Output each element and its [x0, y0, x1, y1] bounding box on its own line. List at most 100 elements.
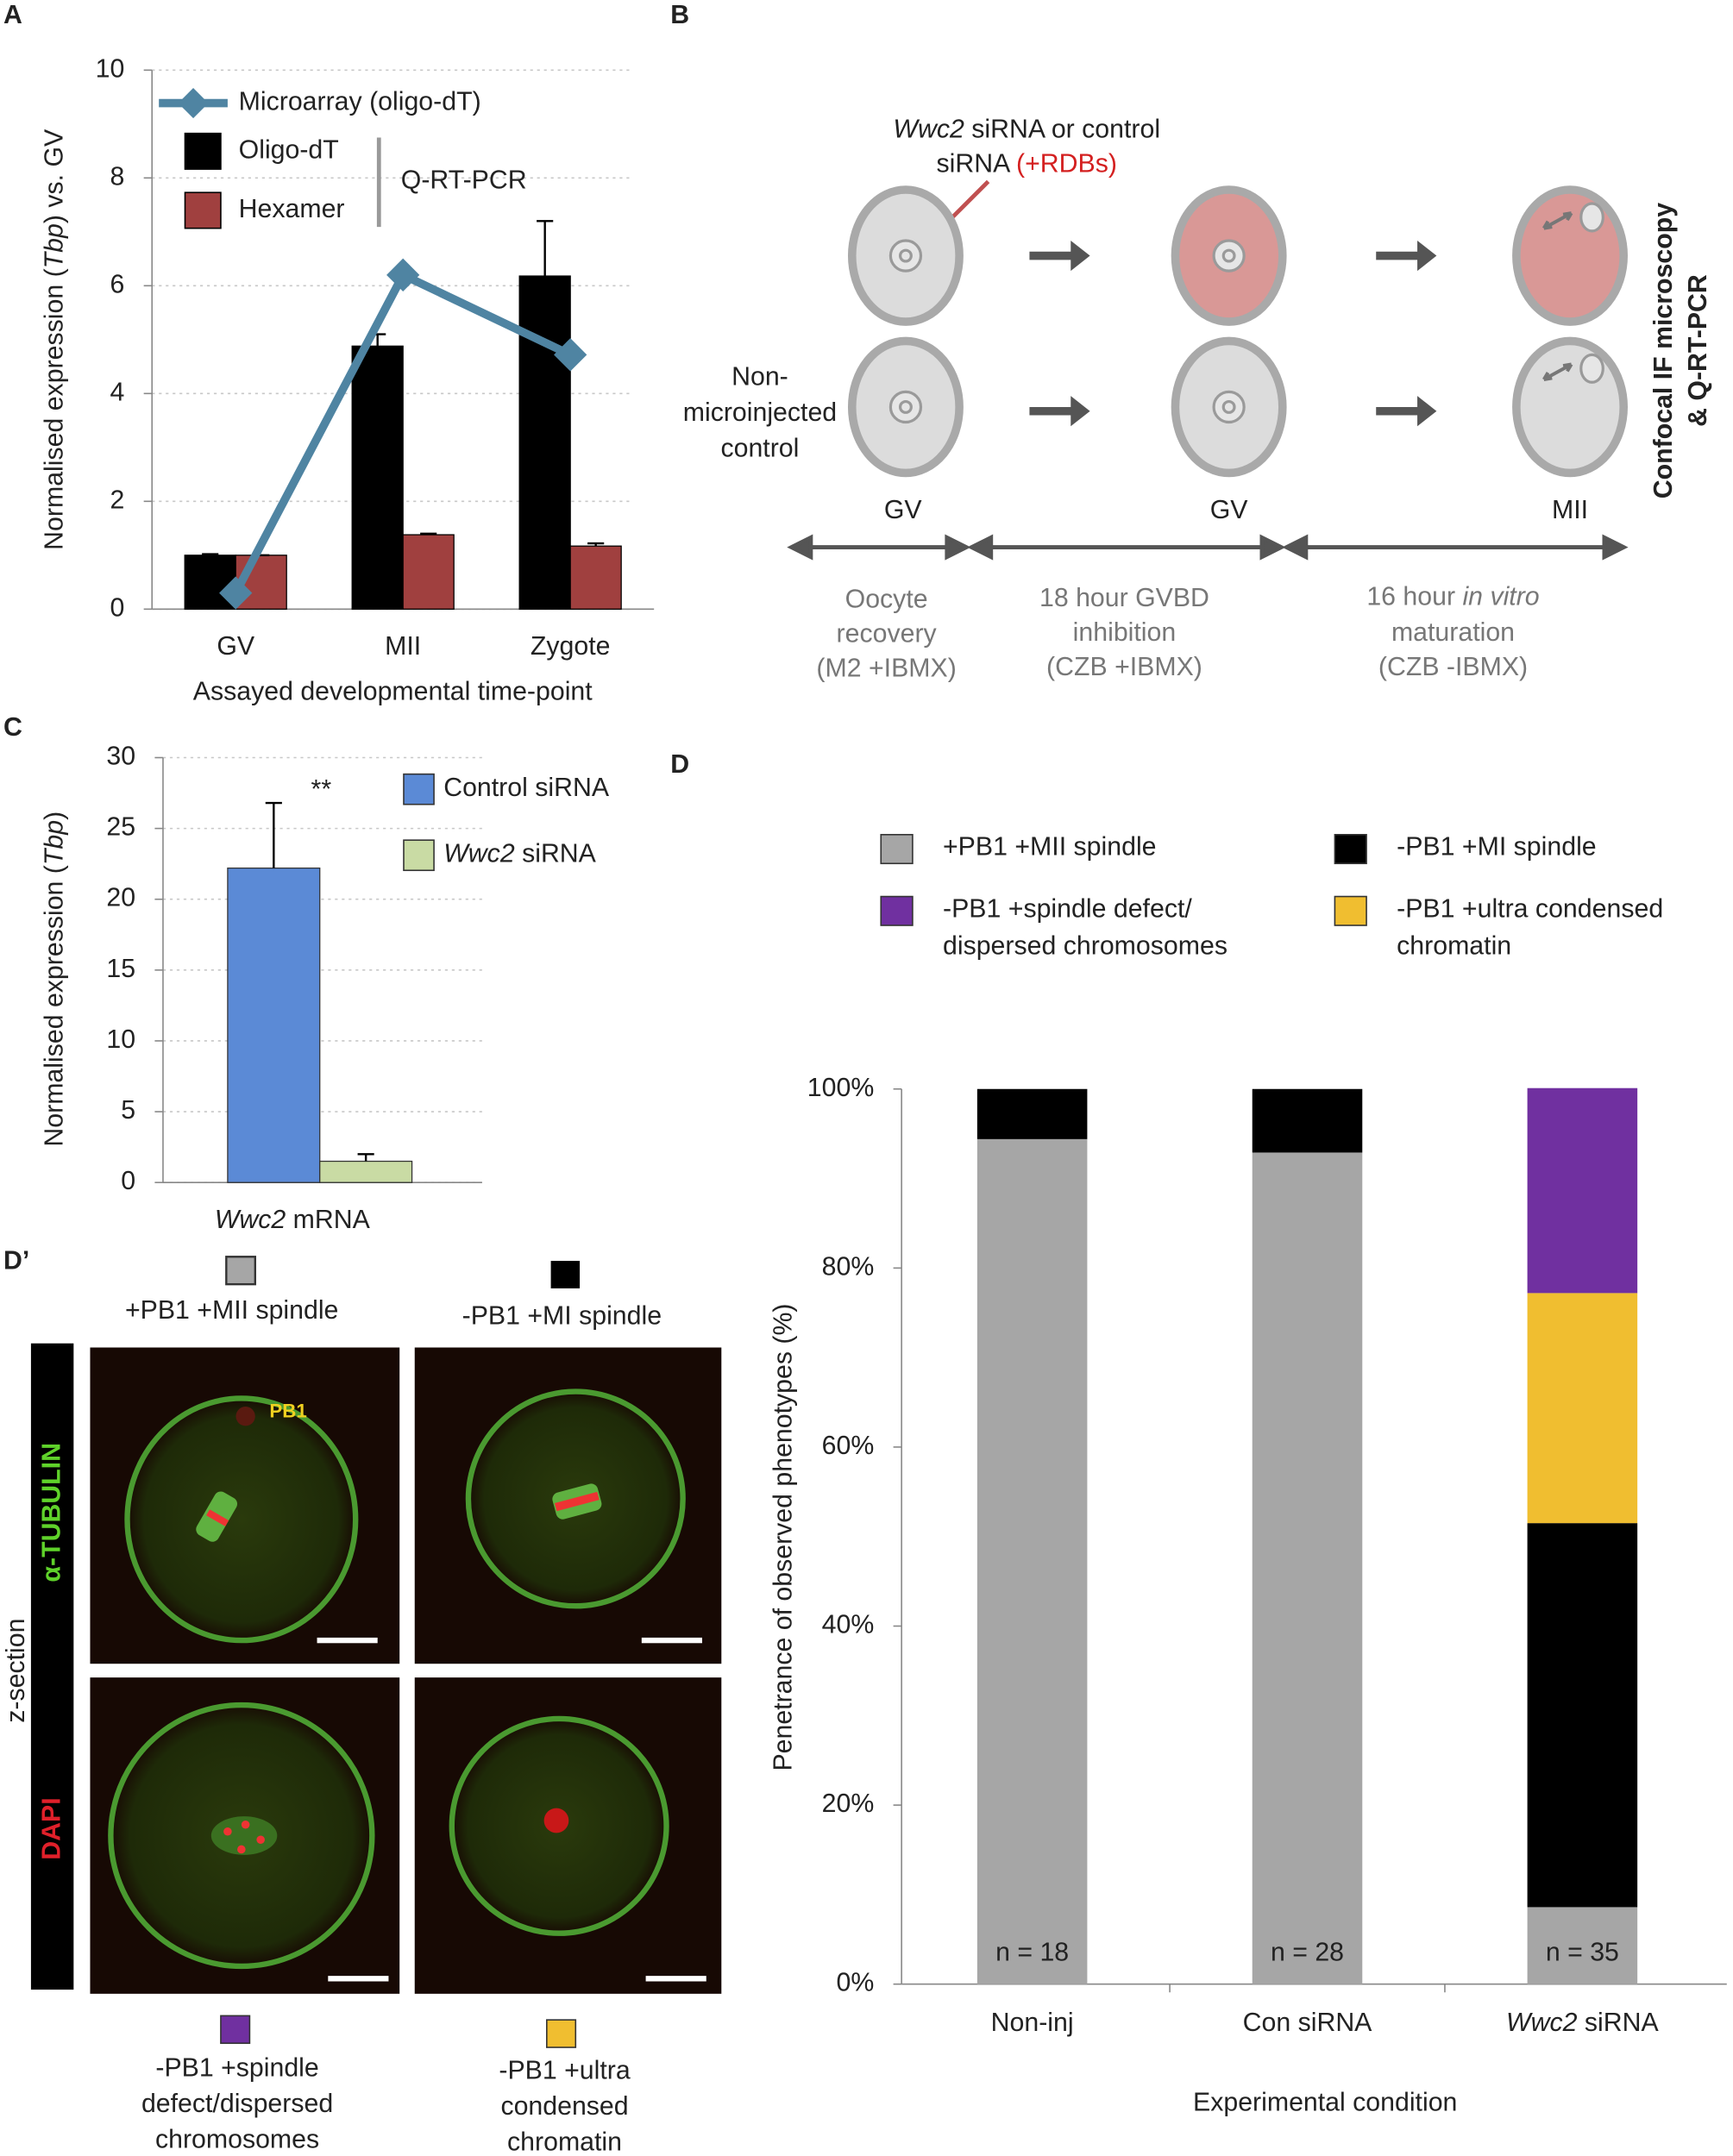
step-label: inhibition: [1073, 618, 1177, 647]
bar-segment: [1527, 1087, 1638, 1294]
label-part: Wwc2: [893, 115, 964, 143]
micrograph-label: -PB1 +spindle: [155, 2054, 318, 2083]
marker: [386, 258, 420, 291]
bar-segment: [1252, 1088, 1363, 1153]
legend-swatch: [546, 2019, 577, 2048]
control-label: control: [720, 434, 799, 462]
stain-strip: [30, 1343, 74, 1990]
bar: [319, 1160, 413, 1183]
y-tick-label: 2: [110, 486, 124, 514]
error-bar: [420, 532, 437, 536]
error-bar: [265, 801, 282, 868]
x-tick-label: Zygote: [531, 632, 611, 661]
step-label: maturation: [1391, 618, 1515, 647]
step-label: 16 hour in vitro: [1366, 583, 1539, 611]
micrograph-label: chromosomes: [155, 2125, 319, 2153]
spindle-arrow: [1542, 362, 1573, 382]
legend-group-label: Q-RT-PCR: [401, 166, 527, 194]
micrograph: [90, 1677, 400, 1994]
y-tick-label: 10: [96, 54, 125, 83]
arrowheads: [1282, 534, 1629, 561]
arrow: [1029, 241, 1090, 272]
x-axis-label: Assayed developmental time-point: [193, 678, 593, 706]
arrowheads: [967, 534, 1286, 561]
polar-body: [235, 1407, 255, 1426]
label-part: ): [41, 812, 69, 820]
scale-bar: [328, 1976, 389, 1982]
injection-label: Wwc2 siRNA or control: [893, 115, 1160, 143]
x-tick-label: Con siRNA: [1243, 2009, 1373, 2037]
bar: [227, 867, 321, 1183]
arrow: [1376, 241, 1437, 272]
section-label: z-section: [2, 1619, 30, 1723]
marker: [219, 576, 253, 610]
control-label: Non-: [732, 362, 788, 391]
y-axis-label: Normalised expression (Tbp) vs. GV: [41, 128, 69, 550]
x-tick-label: Wwc2 mRNA: [215, 1206, 371, 1234]
readout-label: & Q-RT-PCR: [1684, 274, 1712, 427]
oocyte: [1512, 185, 1628, 326]
y-tick-label: 80%: [822, 1252, 875, 1281]
y-tick-label: 10: [106, 1025, 135, 1054]
y-tick-label: 60%: [822, 1432, 875, 1460]
micrograph-label: +PB1 +MII spindle: [125, 1296, 338, 1325]
y-tick-label: 0%: [836, 1969, 874, 1997]
stage-label: MII: [1552, 496, 1588, 524]
y-axis-label: Penetrance of observed phenotypes (%): [769, 1304, 798, 1771]
legend-swatch: [220, 2015, 251, 2045]
readout-label: Confocal IF microscopy: [1649, 203, 1678, 498]
stain-label: α-TUBULIN: [37, 1443, 66, 1583]
arrowheads: [787, 534, 971, 561]
step-label: (CZB +IBMX): [1046, 653, 1202, 681]
chromatin: [543, 1808, 569, 1833]
bar: [402, 534, 455, 610]
bar-segment: [976, 1088, 1088, 1139]
bar-segment: [1527, 1523, 1638, 1908]
scale-bar: [641, 1637, 702, 1644]
step-label: (CZB -IBMX): [1378, 653, 1528, 681]
scale-bar: [317, 1637, 378, 1644]
annotation: n = 28: [1271, 1939, 1344, 1967]
x-tick-label: MII: [385, 632, 421, 661]
stage-label: GV: [1210, 496, 1249, 524]
y-tick-label: 5: [121, 1096, 135, 1125]
nuclei: [888, 202, 1604, 424]
step-label: Oocyte: [845, 586, 928, 614]
chromosome: [241, 1820, 250, 1829]
cell: [124, 1395, 359, 1644]
y-tick-label: 40%: [822, 1611, 875, 1639]
legend-label: -PB1 +spindle defect/ dispersed chromoso…: [942, 894, 1228, 962]
legend-swatch: [225, 1256, 256, 1286]
bar-segment: [976, 1138, 1088, 1984]
chromosome: [223, 1827, 232, 1836]
injection-label: siRNA (+RDBs): [937, 149, 1117, 178]
x-tick-label: Wwc2 siRNA: [1506, 2009, 1659, 2037]
chromosomes: [206, 1509, 229, 1526]
spindle-arrow: [1542, 211, 1573, 230]
step-label: 18 hour GVBD: [1039, 584, 1209, 612]
micrograph: [414, 1677, 722, 1994]
micrograph-label: -PB1 +ultra: [499, 2057, 630, 2085]
label-part: Normalised expression (: [41, 268, 69, 550]
chromosomes: [555, 1491, 600, 1512]
y-axis-label: Normalised expression (Tbp): [41, 812, 69, 1147]
nucleolus: [898, 248, 913, 263]
legend-label: +PB1 +MII spindle: [942, 833, 1157, 862]
scale-bar: [645, 1976, 706, 1982]
y-tick-label: 8: [110, 162, 124, 191]
micrograph-label: chromatin: [507, 2128, 622, 2156]
oocyte: [1512, 336, 1628, 478]
step-label: recovery: [837, 620, 938, 649]
label-part: (+RDBs): [1016, 149, 1117, 178]
panel-label: D’: [3, 1247, 29, 1275]
y-tick-label: 0: [121, 1167, 135, 1195]
micrograph-label: condensed: [500, 2092, 628, 2121]
legend-swatch: [880, 833, 914, 865]
oocytes: [847, 185, 1628, 478]
panel-label: B: [670, 1, 689, 29]
bar-segment: [1527, 1293, 1638, 1524]
bar-segment: [1527, 1907, 1638, 1984]
x-axis-label: Experimental condition: [1193, 2088, 1457, 2116]
